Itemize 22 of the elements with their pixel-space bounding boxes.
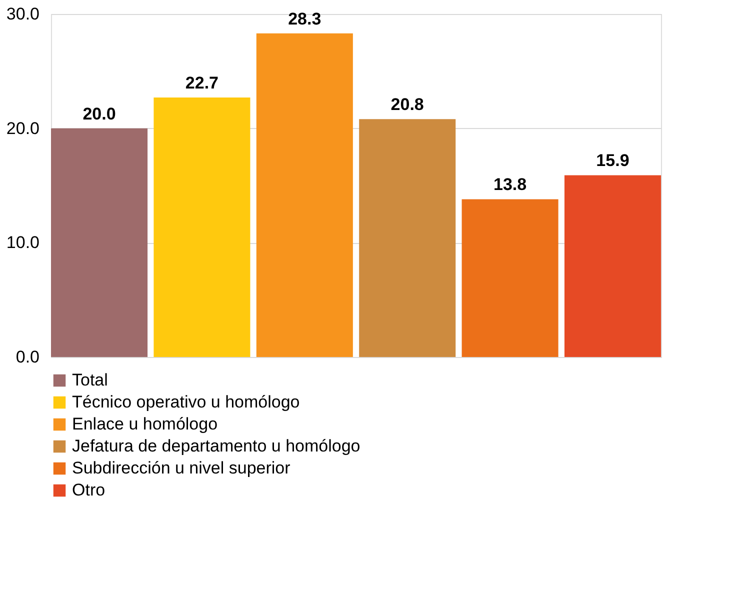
- data-label: 20.8: [390, 95, 424, 114]
- legend-label: Otro: [72, 480, 106, 500]
- data-label: 15.9: [596, 151, 630, 170]
- bar: [462, 199, 558, 357]
- y-tick-label: 20.0: [6, 118, 40, 138]
- bar: [359, 119, 456, 357]
- data-label: 22.7: [185, 73, 219, 92]
- legend-label: Total: [72, 370, 108, 390]
- bar: [154, 97, 250, 357]
- bar: [256, 33, 353, 357]
- data-label: 13.8: [493, 175, 527, 194]
- legend-label: Subdirección u nivel superior: [72, 458, 291, 478]
- y-tick-label: 10.0: [6, 233, 40, 252]
- legend-label: Jefatura de departamento u homólogo: [72, 436, 360, 456]
- y-tick-label: 0.0: [16, 348, 40, 366]
- data-label: 20.0: [82, 104, 116, 124]
- data-label: 28.3: [288, 9, 322, 28]
- legend-label: Técnico operativo u homólogo: [72, 392, 300, 412]
- legend-label: Enlace u homólogo: [72, 414, 218, 434]
- bar: [564, 175, 661, 357]
- bar: [51, 128, 148, 357]
- y-tick-label: 30.0: [6, 4, 40, 24]
